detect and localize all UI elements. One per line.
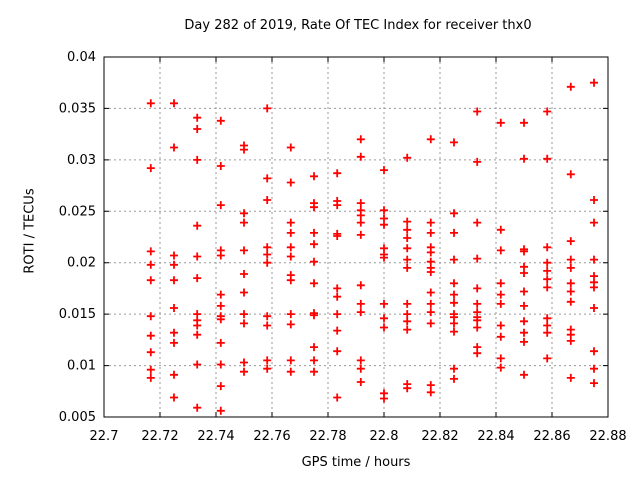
x-tick-label: 22.7	[90, 429, 119, 444]
x-tick-label: 22.78	[309, 429, 346, 444]
x-tick-label: 22.72	[141, 429, 178, 444]
x-tick-label: 22.76	[253, 429, 290, 444]
x-tick-label: 22.88	[589, 429, 626, 444]
chart-title: Day 282 of 2019, Rate Of TEC Index for r…	[184, 18, 532, 33]
y-tick-label: 0.025	[59, 204, 96, 219]
y-tick-label: 0.015	[59, 307, 96, 322]
gridlines	[104, 57, 608, 417]
x-axis-label: GPS time / hours	[301, 455, 411, 470]
y-tick-label: 0.035	[59, 101, 96, 116]
x-tick-label: 22.8	[370, 429, 399, 444]
x-tick-labels: 22.7 22.72 22.74 22.76 22.78 22.8 22.82 22.84 22…	[90, 429, 627, 444]
y-tick-label: 0.01	[67, 359, 96, 374]
x-tick-label: 22.86	[533, 429, 570, 444]
x-tick-label: 22.84	[477, 429, 514, 444]
x-tick-label: 22.74	[197, 429, 234, 444]
plot-border	[103, 56, 609, 418]
y-tick-label: 0.02	[67, 256, 96, 271]
y-tick-label: 0.04	[67, 50, 96, 65]
y-tick-label: 0.03	[67, 153, 96, 168]
scatter-points	[146, 78, 598, 415]
x-tick-label: 22.82	[421, 429, 458, 444]
y-tick-labels: 0.005 0.01 0.015 0.02 0.025 0.03 0.035 0.04	[59, 50, 96, 425]
y-tick-label: 0.005	[59, 410, 96, 425]
tick-marks	[103, 56, 609, 418]
